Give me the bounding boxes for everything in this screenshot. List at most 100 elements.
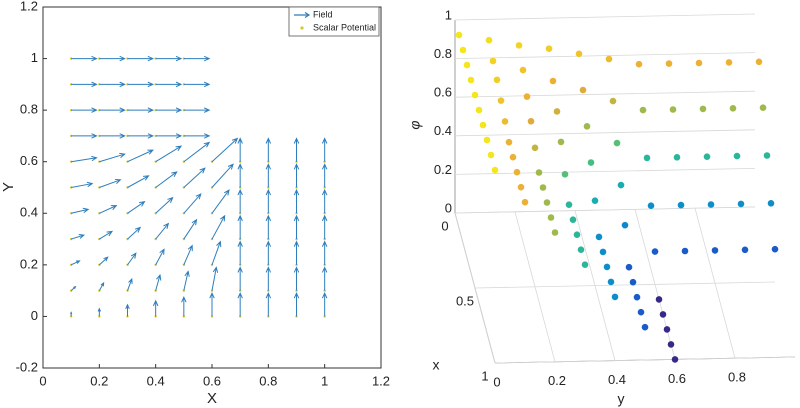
point <box>575 50 583 58</box>
point <box>501 118 509 125</box>
field-arrow <box>99 81 126 88</box>
point <box>611 293 619 301</box>
point <box>635 60 643 68</box>
field-arrow <box>293 266 300 291</box>
point <box>519 66 527 74</box>
point <box>711 247 719 254</box>
field-arrow <box>155 248 165 266</box>
field-arrow <box>155 133 183 139</box>
point <box>681 247 689 255</box>
field-arrow <box>71 81 98 88</box>
x-tick-label: 0.8 <box>259 373 277 388</box>
x-tick-label: 1 <box>321 373 328 388</box>
point <box>547 214 555 221</box>
y-tick-label: 0.6 <box>668 371 686 386</box>
point <box>763 152 771 159</box>
field-arrow <box>183 141 211 163</box>
y-tick-label: 0 <box>31 308 38 323</box>
field-arrow <box>237 137 243 162</box>
point <box>539 184 547 191</box>
field-arrow <box>321 214 328 240</box>
field-arrow <box>127 226 142 240</box>
y-tick-label: 0.4 <box>608 372 626 387</box>
field-arrow <box>265 266 272 291</box>
field-arrow <box>209 292 215 317</box>
grid-line <box>634 209 676 360</box>
field-arrow <box>211 240 222 266</box>
field-arrow <box>183 244 193 266</box>
point <box>505 138 513 146</box>
field-arrow <box>293 292 300 317</box>
grid-line <box>574 210 616 361</box>
y-tick-label: 0.2 <box>20 256 38 271</box>
y-tick-label: 0 <box>493 374 500 389</box>
field-arrow <box>125 303 130 317</box>
legend-label: Scalar Potential <box>313 22 376 32</box>
y-tick-label: 1.2 <box>20 0 38 13</box>
point <box>561 170 569 178</box>
field-arrow <box>237 266 243 291</box>
point <box>637 308 645 316</box>
point <box>737 200 745 208</box>
field-arrow <box>211 266 219 291</box>
legend-swatch <box>300 26 304 30</box>
z-tick-label: 0.8 <box>434 46 452 61</box>
field-arrow <box>211 214 226 240</box>
field-arrow <box>183 270 190 291</box>
point <box>521 198 529 206</box>
point <box>655 296 663 303</box>
field-arrow <box>127 55 155 62</box>
point <box>671 356 679 363</box>
point <box>467 76 475 84</box>
field-arrow <box>127 252 137 266</box>
field-arrow <box>71 181 94 188</box>
field-arrow <box>71 207 90 214</box>
y-tick-label: 0.2 <box>548 373 566 388</box>
point <box>527 117 535 125</box>
y-tick-label: -0.2 <box>16 359 38 374</box>
field-arrow <box>98 256 109 266</box>
field-arrow <box>321 163 328 188</box>
point <box>665 60 673 67</box>
field-arrow <box>97 307 101 317</box>
point <box>463 61 471 69</box>
point <box>673 154 681 161</box>
x-axis-label: X <box>207 390 217 407</box>
scatter3d <box>455 31 779 363</box>
point <box>581 261 589 269</box>
z-tick-label: 1 <box>445 7 452 22</box>
grid-line <box>494 356 796 364</box>
field-arrow <box>265 292 272 317</box>
point <box>579 86 587 94</box>
point <box>483 136 491 144</box>
point <box>741 246 749 254</box>
point <box>565 201 573 208</box>
point <box>543 199 551 206</box>
field-arrow <box>211 137 239 163</box>
field-arrow <box>99 55 126 62</box>
point <box>535 169 543 176</box>
point <box>609 97 617 105</box>
point <box>733 152 741 160</box>
field-arrow <box>181 295 187 317</box>
field-arrow <box>71 234 86 240</box>
field-arrow <box>127 175 150 188</box>
field-arrow <box>265 240 272 265</box>
field-arrow <box>127 107 155 113</box>
point <box>641 323 649 331</box>
field-arrow <box>71 107 98 113</box>
field-arrow <box>127 81 155 88</box>
field-arrow <box>99 178 122 188</box>
point <box>759 104 767 111</box>
field-arrow <box>265 188 272 214</box>
point <box>487 151 495 159</box>
point <box>577 246 585 253</box>
field-arrow <box>155 145 183 163</box>
field-arrow <box>155 55 183 62</box>
point <box>513 168 521 176</box>
point <box>595 233 603 241</box>
point <box>475 106 483 114</box>
grid-line <box>454 168 756 175</box>
point <box>485 36 493 44</box>
